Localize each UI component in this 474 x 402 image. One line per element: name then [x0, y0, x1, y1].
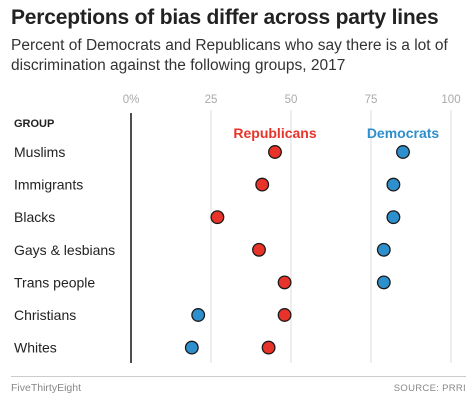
footer-divider [11, 376, 466, 377]
data-point [376, 275, 391, 290]
category-label: Muslims [14, 144, 65, 160]
category-label: Christians [14, 307, 76, 323]
data-point [386, 210, 401, 225]
chart-title: Perceptions of bias differ across party … [11, 6, 439, 29]
data-point [376, 242, 391, 257]
category-label: Blacks [14, 209, 55, 225]
category-labels: Muslims Immigrants Blacks Gays & lesbians Tr… [14, 144, 115, 356]
data-point [210, 210, 225, 225]
brand-logo: FiveThirtyEight [11, 382, 82, 394]
x-tick-label: 25 [205, 94, 218, 106]
legend-label: Democrats [367, 125, 440, 141]
x-tick-label: 50 [285, 94, 298, 106]
x-tick-labels: 0% 25 50 75 100 [123, 94, 461, 106]
data-point [261, 340, 276, 355]
data-point [277, 308, 292, 322]
data-point [396, 145, 410, 159]
data-point [252, 242, 266, 257]
legend: Republicans Democrats [233, 125, 439, 141]
x-tick-label: 75 [365, 94, 378, 106]
category-header: GROUP [14, 118, 54, 130]
legend-label: Republicans [233, 125, 316, 141]
gridlines [210, 110, 452, 363]
data-point [386, 177, 401, 192]
chart-subtitle: Percent of Democrats and Republicans who… [11, 37, 448, 74]
data-point [255, 177, 270, 192]
category-label: Immigrants [14, 177, 83, 193]
source-note: SOURCE: PRRI [393, 383, 466, 394]
x-tick-label: 100 [441, 94, 460, 106]
category-label: Gays & lesbians [14, 242, 115, 258]
category-label: Whites [14, 340, 57, 356]
data-point [268, 145, 282, 159]
x-tick-label: 0% [123, 94, 140, 106]
data-point [277, 275, 292, 290]
data-point [191, 308, 206, 322]
category-label: Trans people [14, 274, 95, 290]
data-point [184, 340, 199, 355]
data-points [184, 145, 410, 355]
